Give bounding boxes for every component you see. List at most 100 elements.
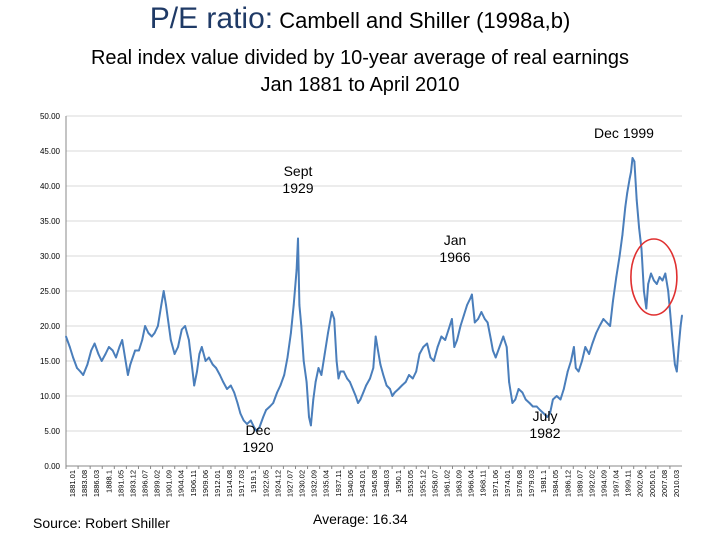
annotation-label-year: 1982	[529, 425, 560, 441]
data-point	[242, 419, 245, 422]
data-point	[517, 388, 520, 390]
data-point	[528, 402, 531, 404]
data-point	[165, 304, 167, 306]
data-point	[562, 388, 565, 390]
x-tick-label: 1932.09	[310, 470, 319, 497]
data-point	[491, 349, 494, 352]
x-tick-label: 1917.03	[237, 470, 246, 497]
x-tick-label: 1883.08	[80, 470, 89, 497]
data-point	[200, 346, 203, 348]
data-point	[555, 395, 558, 397]
data-point	[681, 314, 683, 317]
data-point	[462, 314, 465, 317]
data-point	[408, 374, 410, 376]
data-point	[144, 325, 146, 327]
data-point	[658, 276, 661, 278]
data-point	[377, 349, 379, 352]
data-point	[459, 325, 462, 327]
data-point	[184, 325, 187, 327]
data-point	[640, 248, 643, 250]
data-point	[289, 332, 292, 334]
data-point	[664, 272, 667, 275]
x-tick-label: 1896.07	[141, 470, 150, 497]
annotation-label-year: 1966	[439, 249, 470, 265]
chart-title-authors: Cambell and Shiller (1998a,b)	[273, 8, 571, 33]
data-point	[559, 398, 562, 401]
data-point	[671, 339, 674, 341]
data-point	[147, 332, 150, 334]
x-tick-label: 1999.11	[624, 470, 633, 497]
x-tick-label: 1963.09	[455, 470, 464, 497]
series-line-cape	[65, 157, 683, 432]
data-point	[477, 318, 479, 320]
data-point	[188, 339, 190, 341]
data-point	[602, 318, 605, 320]
data-point	[508, 381, 510, 383]
x-tick-label: 1950.1	[394, 470, 403, 493]
data-point	[276, 391, 278, 394]
data-point	[309, 424, 312, 427]
data-point	[618, 255, 621, 257]
data-point	[440, 335, 443, 338]
data-point	[298, 304, 301, 306]
data-point	[272, 402, 275, 404]
x-tick-label: 1943.01	[358, 470, 367, 497]
data-point	[549, 412, 551, 415]
data-point	[365, 384, 368, 387]
data-point	[615, 276, 618, 278]
data-point	[286, 356, 289, 359]
annotation-label-year: 1929	[282, 180, 313, 196]
data-point	[661, 279, 664, 282]
annotation-label: Jan	[444, 232, 467, 248]
x-tick-label: 1930.02	[298, 470, 307, 497]
data-point	[450, 318, 453, 320]
annotation-label-year: 1920	[242, 439, 273, 455]
data-point	[626, 192, 629, 194]
data-point	[308, 416, 310, 418]
data-point	[426, 342, 429, 345]
data-point	[404, 381, 407, 383]
data-point	[79, 370, 82, 373]
data-point	[483, 318, 486, 320]
x-tick-label: 1958.07	[430, 470, 439, 497]
data-point	[429, 356, 432, 359]
data-point	[624, 206, 627, 208]
chart-title-main: P/E ratio:	[149, 2, 274, 35]
data-point	[650, 272, 652, 275]
data-point	[490, 339, 492, 341]
data-point	[333, 318, 336, 320]
data-point	[180, 328, 183, 331]
data-point	[337, 377, 340, 380]
x-tick-label: 1974.01	[503, 470, 512, 497]
data-point	[153, 332, 156, 334]
annotation-label: Dec	[246, 422, 271, 438]
y-tick-label: 40.00	[40, 182, 61, 191]
data-point	[389, 388, 391, 390]
data-point	[292, 304, 295, 306]
data-point	[633, 160, 636, 163]
y-tick-label: 25.00	[40, 287, 61, 296]
data-point	[137, 349, 140, 352]
y-tick-label: 5.00	[44, 427, 60, 436]
data-point	[349, 381, 351, 383]
data-point	[129, 363, 132, 366]
chart-subtitle-line2: Jan 1881 to April 2010	[260, 74, 460, 96]
x-tick-label: 1927.07	[285, 470, 294, 497]
x-tick-label: 1976.08	[515, 470, 524, 497]
data-point	[372, 367, 375, 369]
chart-title: P/E ratio: Cambell and Shiller (1998a,b)	[0, 2, 720, 36]
data-point	[456, 339, 459, 341]
data-point	[675, 370, 678, 373]
data-point	[473, 321, 476, 324]
data-point	[531, 405, 534, 408]
data-point	[638, 227, 641, 229]
data-point	[305, 381, 308, 383]
data-point	[124, 360, 127, 362]
average-note: Average: 16.34	[313, 511, 408, 527]
data-point	[104, 353, 107, 355]
data-point	[249, 419, 252, 422]
annotation-label: Dec 1999	[594, 125, 654, 141]
data-point	[645, 307, 648, 310]
data-point	[535, 405, 538, 408]
data-point	[551, 398, 554, 401]
